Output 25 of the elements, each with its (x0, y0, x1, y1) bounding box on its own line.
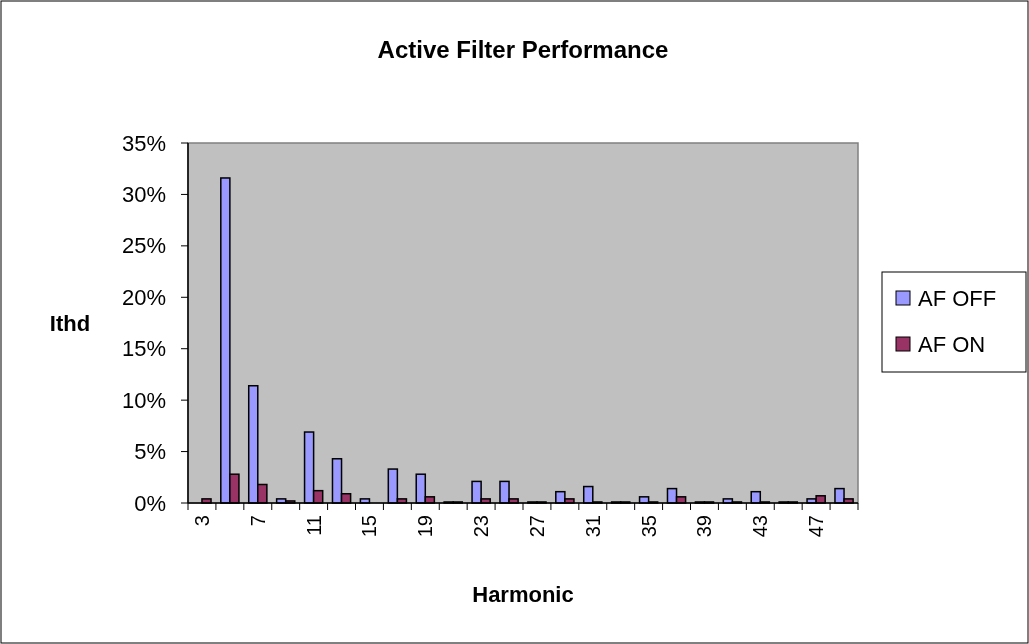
x-tick-label: 31 (581, 515, 604, 538)
x-tick-label: 11 (302, 515, 325, 536)
x-tick-label: 19 (414, 515, 437, 538)
y-tick-label: 25% (121, 233, 166, 259)
x-tick-label: 39 (693, 515, 716, 538)
x-tick-label: 23 (470, 515, 493, 538)
x-tick-label: 27 (525, 515, 548, 538)
y-tick-label: 5% (134, 439, 166, 465)
x-tick-label: 3 (190, 515, 213, 527)
x-tick-label: 7 (246, 515, 269, 527)
legend-label: AF OFF (918, 285, 997, 311)
y-tick-label: 30% (121, 181, 166, 207)
y-tick-label: 15% (121, 336, 166, 362)
y-tick-label: 10% (121, 387, 166, 413)
y-axis-title: Ithd (49, 310, 91, 336)
legend-label: AF ON (918, 331, 986, 357)
x-tick-label: 35 (637, 515, 660, 538)
y-tick-label: 35% (121, 130, 166, 156)
x-tick-label: 43 (749, 515, 772, 538)
y-tick-label: 20% (121, 284, 166, 310)
x-tick-label: 15 (358, 515, 381, 538)
x-axis-title: Harmonic (472, 582, 574, 607)
chart-title: Active Filter Performance (377, 36, 669, 63)
x-tick-label: 47 (805, 515, 828, 538)
y-tick-label: 0% (134, 490, 166, 516)
